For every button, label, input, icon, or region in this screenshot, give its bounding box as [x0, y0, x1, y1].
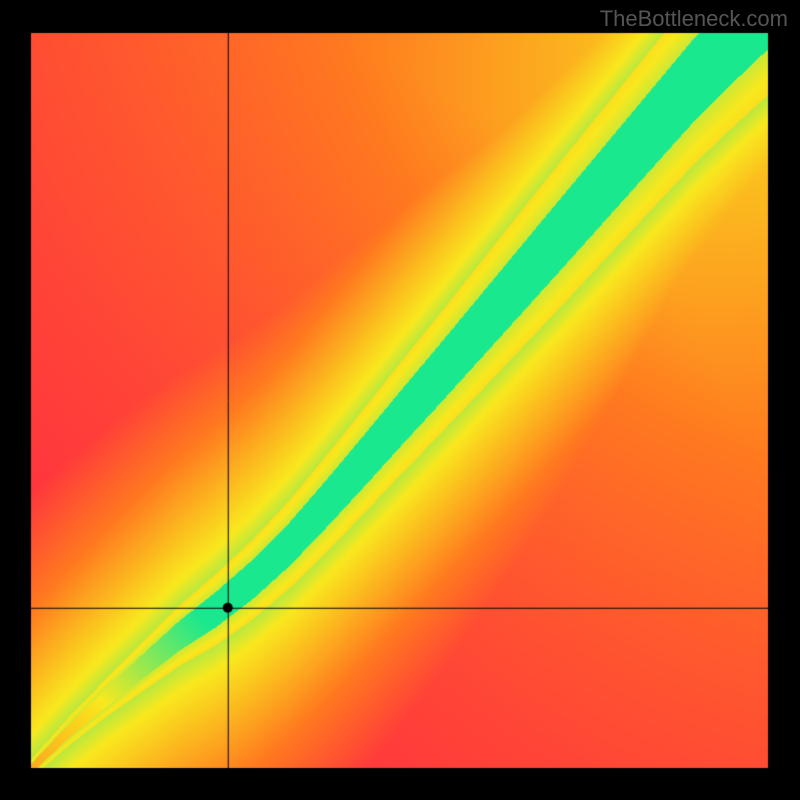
- chart-container: TheBottleneck.com: [0, 0, 800, 800]
- watermark-text: TheBottleneck.com: [600, 6, 788, 32]
- heatmap-canvas: [0, 0, 800, 800]
